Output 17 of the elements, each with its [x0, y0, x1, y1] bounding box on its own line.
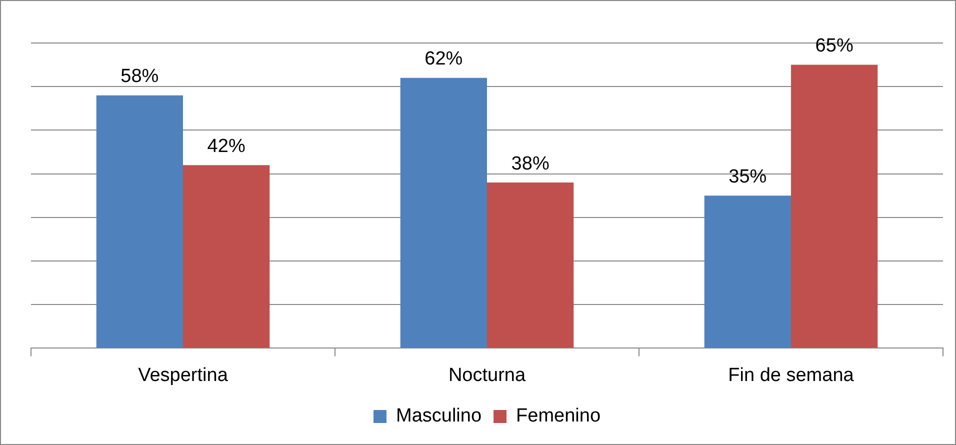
data-label: 35% [728, 166, 767, 188]
data-label: 42% [207, 136, 246, 157]
bar [96, 95, 183, 348]
bar [791, 64, 878, 348]
bar [183, 165, 270, 348]
data-label: 38% [511, 153, 550, 174]
legend-label: Masculino [396, 406, 482, 427]
bar [487, 182, 574, 348]
legend-label: Femenino [516, 406, 601, 427]
data-label: 62% [424, 48, 463, 70]
x-tick-label: Vespertina [138, 364, 228, 386]
x-tick-label: Nocturna [448, 364, 526, 386]
data-label: 58% [120, 66, 159, 88]
bar [400, 78, 487, 348]
bar [704, 196, 791, 348]
x-tick-label: Fin de semana [728, 364, 854, 386]
data-label: 65% [815, 36, 854, 57]
